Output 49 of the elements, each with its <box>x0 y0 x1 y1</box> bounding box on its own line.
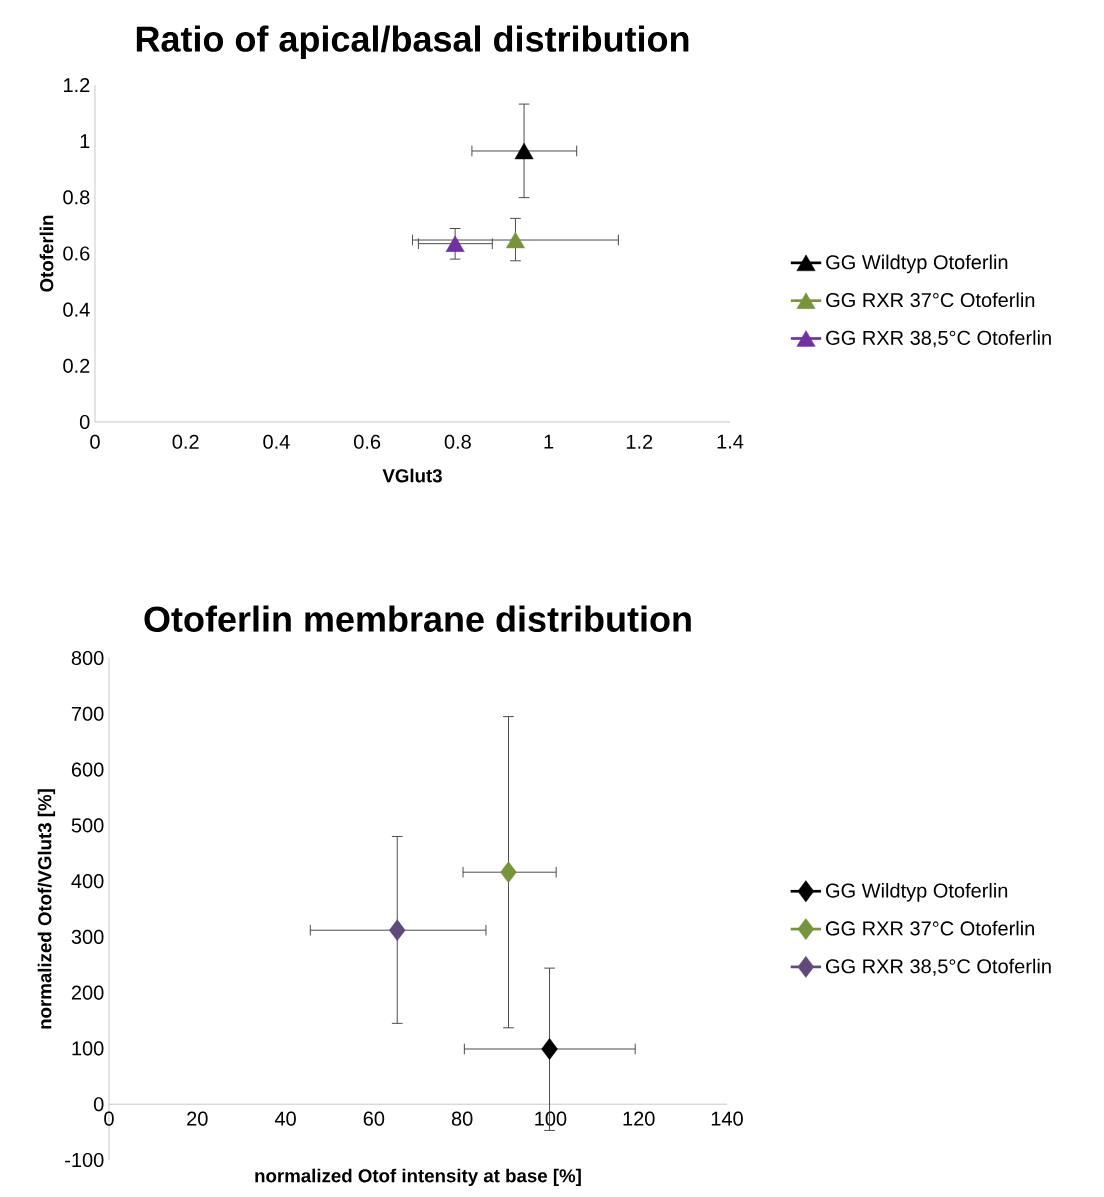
x-tick-label: 60 <box>363 1111 385 1126</box>
y-tick-label: 0.4 <box>63 302 90 317</box>
x-tick-label: 0.8 <box>444 434 471 449</box>
y-tick-label: 0.6 <box>63 246 90 261</box>
y-tick-label: 800 <box>71 650 104 666</box>
y-tick-label: 300 <box>71 929 104 944</box>
point <box>506 231 525 249</box>
legend-label: GG RXR 38,5°C Otoferlin <box>826 330 1051 348</box>
y-tick-label: 0.8 <box>63 190 90 205</box>
chart-title: Otoferlin membrane distribution <box>144 605 691 632</box>
legend-label: GG RXR 38,5°C Otoferlin <box>826 958 1051 976</box>
y-tick-label: 200 <box>71 985 104 1000</box>
legend-label: GG RXR 37°C Otoferlin <box>826 920 1034 936</box>
y-tick-label: 600 <box>71 762 104 777</box>
point <box>445 235 465 252</box>
x-tick-label: 0.4 <box>263 434 290 449</box>
point <box>389 919 406 942</box>
x-tick-label: 1 <box>544 434 554 449</box>
y-tick-label: 100 <box>72 1041 104 1056</box>
legend-label: GG Wildtyp Otoferlin <box>826 883 1008 902</box>
x-tick-label: 0.2 <box>172 434 199 449</box>
y-tick-label: 1.2 <box>64 78 90 92</box>
y-tick-label: 0 <box>79 414 90 430</box>
y-tick-label: 0.2 <box>63 358 90 373</box>
y-tick-label: 1 <box>80 134 90 149</box>
y-tick-label: 400 <box>71 874 104 889</box>
y-axis-title: Otoferlin <box>39 215 54 292</box>
x-axis-title: normalized Otof intensity at base [%] <box>255 1168 581 1187</box>
point <box>541 1038 558 1060</box>
x-tick-label: 1.2 <box>626 434 653 449</box>
legend-label: GG Wildtyp Otoferlin <box>826 254 1008 274</box>
y-tick-label: 500 <box>71 818 104 833</box>
point <box>514 142 534 160</box>
x-tick-label: 0.6 <box>354 434 381 449</box>
legend-label: GG RXR 37°C Otoferlin <box>826 292 1035 308</box>
x-tick-label: 140 <box>711 1111 743 1126</box>
x-tick-label: 40 <box>274 1111 296 1126</box>
x-tick-label: 120 <box>623 1111 655 1126</box>
point <box>500 861 517 884</box>
y-axis-title: normalized Otof/VGlut3 [%] <box>37 789 56 1029</box>
x-tick-label: 20 <box>187 1111 208 1126</box>
x-tick-label: 1.4 <box>717 434 744 449</box>
x-tick-label: 80 <box>451 1111 473 1126</box>
x-tick-label: 0 <box>104 1111 114 1126</box>
y-tick-label: 0 <box>93 1097 104 1112</box>
chart-title: Ratio of apical/basal distribution <box>136 25 689 59</box>
y-tick-label: -100 <box>65 1152 104 1168</box>
y-tick-label: 700 <box>71 706 104 721</box>
x-axis-title: VGlut3 <box>382 468 442 483</box>
